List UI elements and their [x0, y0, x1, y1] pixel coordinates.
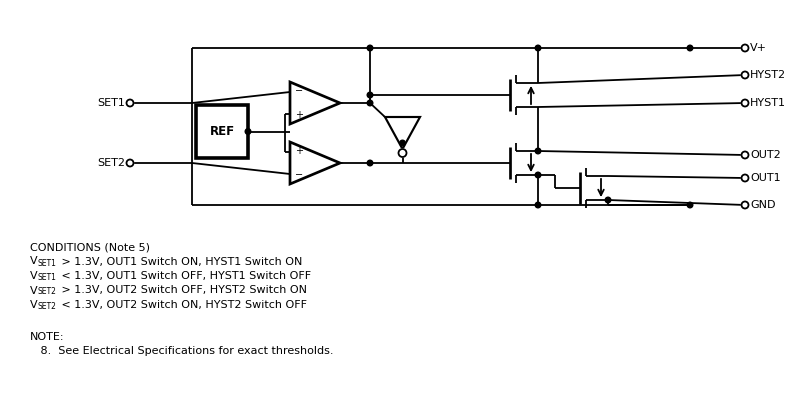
- Circle shape: [606, 197, 611, 203]
- Polygon shape: [385, 117, 420, 149]
- Circle shape: [742, 201, 749, 209]
- Text: 8.  See Electrical Specifications for exact thresholds.: 8. See Electrical Specifications for exa…: [30, 346, 334, 356]
- Text: > 1.3V, OUT1 Switch ON, HYST1 Switch ON: > 1.3V, OUT1 Switch ON, HYST1 Switch ON: [58, 257, 302, 267]
- Text: V: V: [30, 286, 38, 296]
- Text: −: −: [295, 86, 303, 96]
- Text: GND: GND: [750, 200, 775, 210]
- Circle shape: [742, 71, 749, 79]
- Text: +: +: [295, 110, 303, 120]
- Text: CONDITIONS (Note 5): CONDITIONS (Note 5): [30, 242, 150, 252]
- Bar: [196, 105, 248, 158]
- Text: +: +: [295, 146, 303, 156]
- Circle shape: [535, 148, 541, 154]
- Text: OUT2: OUT2: [750, 150, 781, 160]
- Circle shape: [367, 100, 373, 106]
- Circle shape: [687, 45, 693, 51]
- Polygon shape: [290, 142, 340, 184]
- Text: SET2: SET2: [37, 302, 56, 311]
- Circle shape: [400, 140, 406, 146]
- Circle shape: [742, 174, 749, 182]
- Circle shape: [742, 99, 749, 107]
- Polygon shape: [290, 82, 340, 124]
- Circle shape: [367, 92, 373, 98]
- Circle shape: [687, 202, 693, 208]
- Circle shape: [126, 160, 134, 166]
- Text: V: V: [30, 271, 38, 281]
- Text: SET1: SET1: [37, 259, 56, 267]
- Circle shape: [398, 149, 406, 157]
- Text: V: V: [30, 300, 38, 310]
- Text: SET2: SET2: [37, 288, 56, 296]
- Circle shape: [535, 172, 541, 178]
- Text: OUT1: OUT1: [750, 173, 781, 183]
- Text: > 1.3V, OUT2 Switch OFF, HYST2 Switch ON: > 1.3V, OUT2 Switch OFF, HYST2 Switch ON: [58, 286, 307, 296]
- Text: SET1: SET1: [97, 98, 125, 108]
- Text: SET2: SET2: [97, 158, 125, 168]
- Text: −: −: [295, 170, 303, 180]
- Text: HYST1: HYST1: [750, 98, 786, 108]
- Text: NOTE:: NOTE:: [30, 332, 65, 342]
- Text: < 1.3V, OUT1 Switch OFF, HYST1 Switch OFF: < 1.3V, OUT1 Switch OFF, HYST1 Switch OF…: [58, 271, 311, 281]
- Circle shape: [742, 45, 749, 51]
- Text: REF: REF: [210, 125, 234, 138]
- Circle shape: [126, 99, 134, 107]
- Circle shape: [535, 45, 541, 51]
- Text: SET1: SET1: [37, 273, 56, 282]
- Text: V+: V+: [750, 43, 767, 53]
- Text: V: V: [30, 257, 38, 267]
- Circle shape: [367, 160, 373, 166]
- Circle shape: [742, 152, 749, 158]
- Circle shape: [367, 45, 373, 51]
- Text: HYST2: HYST2: [750, 70, 786, 80]
- Text: < 1.3V, OUT2 Switch ON, HYST2 Switch OFF: < 1.3V, OUT2 Switch ON, HYST2 Switch OFF: [58, 300, 307, 310]
- Circle shape: [535, 202, 541, 208]
- Circle shape: [245, 129, 251, 134]
